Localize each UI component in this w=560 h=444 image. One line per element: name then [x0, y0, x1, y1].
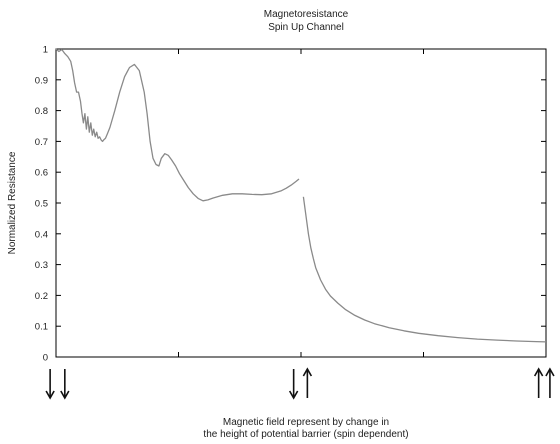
y-tick-label: 0.1	[35, 322, 48, 333]
arrow-up-icon	[302, 367, 313, 398]
y-tick-label: 0.2	[35, 291, 48, 302]
x-axis-label-line1: Magnetic field represent by change in	[223, 417, 389, 428]
chart-subtitle: Spin Up Channel	[268, 22, 344, 33]
x-axis-ticks	[178, 49, 424, 357]
spin-arrow-markers	[45, 367, 555, 400]
arrow-down-icon	[60, 369, 70, 400]
plot-frame	[55, 48, 547, 358]
y-tick-label: 0.7	[35, 137, 48, 148]
arrow-down-icon	[288, 369, 299, 400]
y-tick-label: 0.4	[35, 229, 48, 240]
arrow-up-icon	[545, 367, 555, 398]
data-series	[55, 48, 547, 343]
y-axis-label: Normalized Resistance	[7, 151, 18, 254]
series-line	[302, 196, 547, 343]
arrow-down-icon	[45, 369, 55, 400]
y-tick-label: 0	[43, 353, 48, 364]
y-tick-label: 0.8	[35, 106, 48, 117]
y-tick-label: 0.9	[35, 75, 48, 86]
y-tick-label: 1	[43, 45, 48, 56]
y-axis-ticks: 0 0.1 0.2 0.3 0.4 0.5 0.6 0.7 0.8 0.9 1	[35, 45, 546, 364]
x-axis-label-line2: the height of potential barrier (spin de…	[203, 429, 408, 440]
y-tick-label: 0.5	[35, 199, 48, 210]
series-line	[55, 48, 300, 202]
arrow-up-icon	[533, 367, 544, 398]
y-tick-label: 0.3	[35, 260, 48, 271]
chart-title: Magnetoresistance	[264, 9, 349, 20]
y-tick-label: 0.6	[35, 168, 48, 179]
